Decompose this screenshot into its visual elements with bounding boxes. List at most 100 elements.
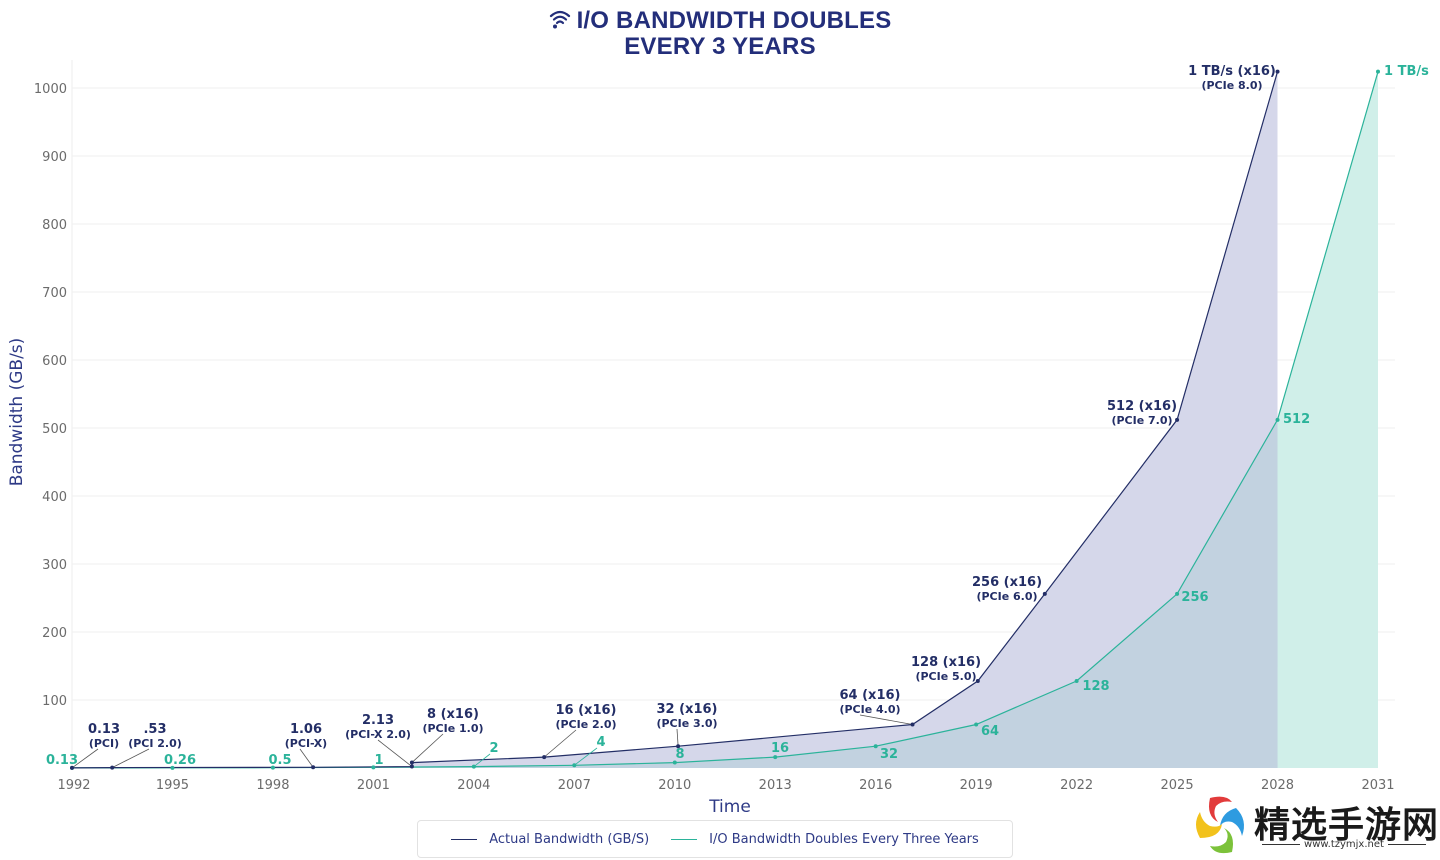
point-actual: [542, 755, 547, 760]
point-trend: [371, 765, 376, 770]
label-actual: .53: [143, 722, 166, 737]
bandwidth-chart: 0.13(PCI).53(PCI 2.0)1.06(PCI-X)2.13(PCI…: [7, 60, 1429, 817]
legend-item-trend[interactable]: I/O Bandwidth Doubles Every Three Years: [671, 832, 979, 847]
label-trend: 1 TB/s: [1384, 64, 1429, 79]
label-actual-sub: (PCI 2.0): [128, 737, 182, 750]
label-actual-sub: (PCI): [89, 737, 119, 750]
watermark-url: www.tzymjx.net: [1254, 839, 1434, 850]
label-actual: 128 (x16): [911, 655, 981, 670]
y-tick-label: 500: [42, 422, 67, 437]
leader-line: [377, 739, 413, 767]
y-axis-title: Bandwidth (GB/s): [7, 338, 27, 487]
point-trend: [974, 722, 979, 727]
label-actual-sub: (PCI-X): [285, 737, 327, 750]
y-tick-label: 800: [42, 218, 67, 233]
label-actual: 1 TB/s (x16): [1188, 64, 1276, 79]
legend: Actual Bandwidth (GB/S) I/O Bandwidth Do…: [417, 820, 1013, 858]
point-trend: [170, 765, 175, 770]
label-actual: 2.13: [362, 713, 394, 728]
label-trend: 1: [374, 753, 383, 768]
label-actual-sub: (PCIe 1.0): [422, 722, 483, 735]
point-actual: [409, 764, 414, 769]
label-actual: 256 (x16): [972, 575, 1042, 590]
x-tick-label: 1995: [156, 778, 189, 793]
x-tick-label: 2028: [1261, 778, 1294, 793]
watermark-logo-icon: [1196, 796, 1244, 854]
x-tick-label: 2001: [357, 778, 390, 793]
y-tick-label: 100: [42, 694, 67, 709]
title-line-2: EVERY 3 YEARS: [624, 33, 816, 60]
label-actual-sub: (PCIe 4.0): [839, 703, 900, 716]
label-leader-lines: [71, 714, 913, 769]
leader-line: [71, 748, 99, 769]
x-axis-title: Time: [708, 797, 751, 817]
point-actual: [975, 678, 980, 683]
y-tick-label: 200: [42, 626, 67, 641]
leader-line: [676, 728, 679, 747]
label-trend: 0.26: [164, 753, 196, 768]
x-tick-label: 2016: [859, 778, 892, 793]
x-tick-label: 2013: [759, 778, 792, 793]
point-trend: [873, 744, 878, 749]
label-actual-sub: (PCIe 8.0): [1201, 79, 1262, 92]
y-axis-ticks: 100 200 300 400 500 600 700 800 900 1000: [34, 82, 67, 709]
leader-line: [411, 733, 444, 763]
label-actual: 64 (x16): [840, 688, 901, 703]
point-actual: [676, 744, 681, 749]
wifi-icon: [549, 10, 570, 29]
label-actual-sub: (PCI-X 2.0): [345, 728, 411, 741]
x-tick-label: 1998: [256, 778, 289, 793]
label-trend: 64: [981, 724, 999, 739]
x-tick-label: 2031: [1361, 778, 1394, 793]
point-actual: [1275, 69, 1280, 74]
x-axis-ticks: 1992 1995 1998 2001 2004 2007 2010 2013 2016 2019…: [57, 778, 1394, 793]
y-tick-label: 1000: [34, 82, 67, 97]
point-trend: [1275, 417, 1280, 422]
x-tick-label: 2007: [558, 778, 591, 793]
point-actual: [1042, 591, 1047, 596]
y-tick-label: 700: [42, 286, 67, 301]
area-overlap: [72, 419, 1278, 768]
x-tick-label: 2022: [1060, 778, 1093, 793]
label-actual-sub: (PCIe 7.0): [1111, 414, 1172, 427]
data-labels: 0.13(PCI).53(PCI 2.0)1.06(PCI-X)2.13(PCI…: [46, 64, 1429, 768]
label-trend: 2: [489, 741, 498, 756]
label-actual: 32 (x16): [657, 702, 718, 717]
line-actual: [71, 71, 1279, 769]
leader-line: [112, 748, 150, 768]
label-actual-sub: (PCIe 3.0): [656, 717, 717, 730]
legend-label-actual: Actual Bandwidth (GB/S): [489, 831, 650, 847]
legend-label-trend: I/O Bandwidth Doubles Every Three Years: [709, 831, 979, 847]
legend-swatch-actual: [451, 838, 478, 840]
point-actual: [910, 722, 915, 727]
y-tick-label: 400: [42, 490, 67, 505]
label-trend: 16: [771, 741, 789, 756]
leader-line: [543, 729, 577, 758]
point-actual: [70, 765, 74, 770]
legend-swatch-trend: [671, 838, 698, 840]
label-trend: 512: [1283, 412, 1310, 427]
x-tick-label: 2004: [457, 778, 490, 793]
point-trend: [1175, 591, 1180, 596]
title-line-1: I/O BANDWIDTH DOUBLES: [576, 7, 892, 34]
watermark: 精选手游网 www.tzymjx.net: [1192, 792, 1440, 858]
label-actual: 1.06: [290, 722, 322, 737]
legend-item-actual[interactable]: Actual Bandwidth (GB/S): [451, 832, 649, 847]
y-tick-label: 300: [42, 558, 67, 573]
series-lines: [71, 71, 1379, 769]
label-trend: 8: [675, 747, 684, 762]
x-tick-label: 2010: [658, 778, 691, 793]
point-trend: [773, 755, 778, 760]
leader-line: [859, 714, 913, 725]
label-actual-sub: (PCIe 5.0): [915, 670, 976, 683]
label-actual: 8 (x16): [427, 707, 479, 722]
leader-line: [473, 753, 491, 767]
y-tick-label: 600: [42, 354, 67, 369]
label-actual: 0.13: [88, 722, 120, 737]
x-tick-label: 2025: [1161, 778, 1194, 793]
point-actual: [110, 765, 115, 770]
label-trend: 256: [1181, 590, 1208, 605]
label-actual: 16 (x16): [556, 703, 617, 718]
x-tick-label: 1992: [57, 778, 90, 793]
data-points: [70, 69, 1380, 770]
